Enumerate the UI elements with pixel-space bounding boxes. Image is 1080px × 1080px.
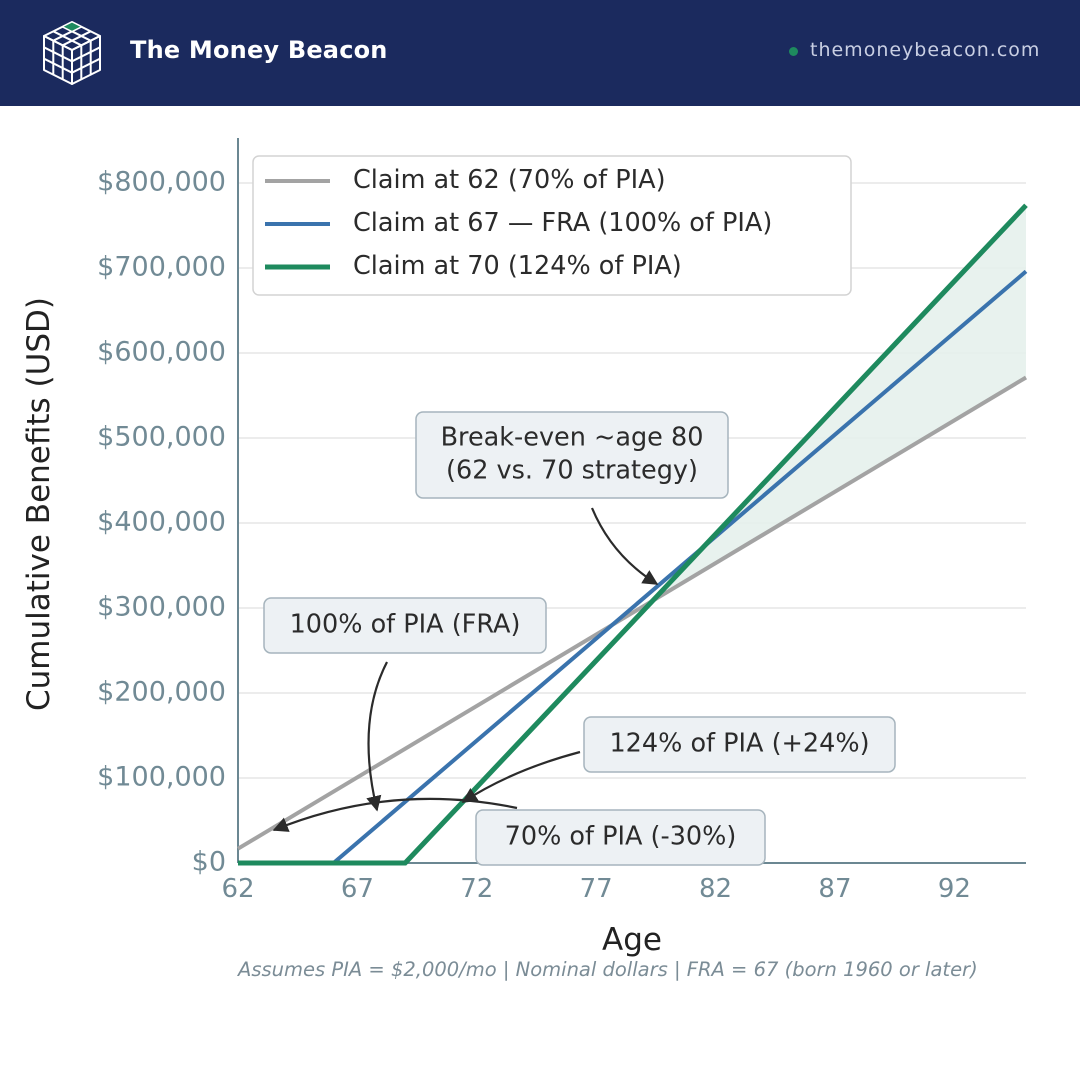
annotation-arrow	[590, 507, 659, 585]
x-tick-label: 92	[938, 874, 971, 904]
chart-footnote: Assumes PIA = $2,000/mo | Nominal dollar…	[238, 958, 978, 981]
annotation-arrow	[366, 661, 388, 812]
annotation-box	[415, 411, 729, 499]
annotation-box	[475, 809, 766, 866]
y-tick-label: $0	[192, 847, 226, 878]
cube-grid-logo-icon	[43, 21, 101, 85]
legend-label: Claim at 70 (124% of PIA)	[353, 251, 682, 281]
annotation-100-pia: 100% of PIA (FRA)	[263, 597, 547, 654]
annotation-box	[263, 597, 547, 654]
y-tick-label: $600,000	[97, 337, 226, 368]
annotation-70-pia: 70% of PIA (-30%)	[475, 809, 766, 866]
annotation-text: Break-even ~age 80	[441, 423, 704, 453]
y-tick-label: $800,000	[97, 167, 226, 198]
annotation-text: 124% of PIA (+24%)	[609, 729, 869, 759]
y-tick-label: $500,000	[97, 422, 226, 453]
x-tick-label: 72	[460, 874, 493, 904]
y-tick-label: $300,000	[97, 592, 226, 623]
x-tick-label: 62	[221, 874, 254, 904]
annotation-arrow	[272, 797, 518, 832]
y-axis-title: Cumulative Benefits (USD)	[21, 297, 57, 711]
annotation-arrow	[461, 750, 581, 803]
y-tick-label: $100,000	[97, 762, 226, 793]
x-tick-label: 67	[341, 874, 374, 904]
header-bar: The Money Beacon themoneybeacon.com	[0, 0, 1080, 106]
x-tick-label: 87	[818, 874, 851, 904]
y-tick-label: $700,000	[97, 252, 226, 283]
series-line-3	[238, 203, 1028, 866]
annotation-text: 70% of PIA (-30%)	[505, 822, 737, 852]
chart-legend: Claim at 62 (70% of PIA) Claim at 67 — FR…	[252, 155, 852, 296]
x-tick-label: 77	[580, 874, 613, 904]
y-tick-label: $200,000	[97, 677, 226, 708]
brand-name: The Money Beacon	[130, 36, 388, 64]
annotation-124-pia: 124% of PIA (+24%)	[583, 716, 896, 773]
y-tick-label: $400,000	[97, 507, 226, 538]
legend-box	[252, 155, 852, 296]
logo-accent-cube	[61, 21, 83, 32]
legend-label: Claim at 67 — FRA (100% of PIA)	[353, 208, 772, 238]
cumulative-benefits-chart: $0 $100,000 $200,000 $300,000 $400,000 $500,0…	[21, 138, 1028, 958]
status-dot	[789, 47, 798, 56]
annotation-box	[583, 716, 896, 773]
legend-label: Claim at 62 (70% of PIA)	[353, 165, 666, 195]
x-axis-title: Age	[602, 922, 662, 958]
site-url: themoneybeacon.com	[810, 39, 1041, 61]
annotation-text: (62 vs. 70 strategy)	[446, 456, 698, 486]
x-tick-label: 82	[699, 874, 732, 904]
annotation-break-even: Break-even ~age 80(62 vs. 70 strategy)	[415, 411, 729, 499]
annotation-text: 100% of PIA (FRA)	[290, 610, 521, 640]
